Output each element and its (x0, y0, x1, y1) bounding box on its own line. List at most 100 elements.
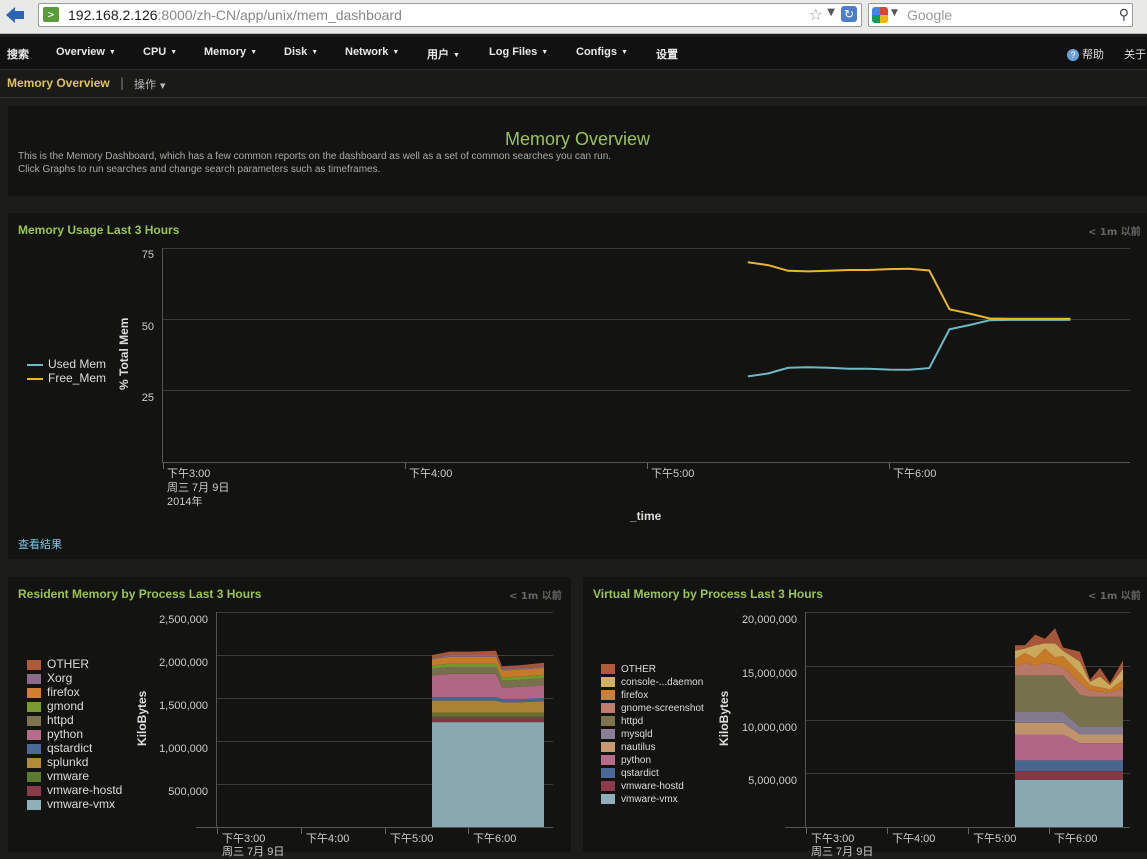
virtual-area-8[interactable] (1015, 648, 1123, 693)
browser-search-box[interactable]: ▼ Google ⚲ (868, 3, 1133, 27)
legend-item-mysqld[interactable]: mysqld (601, 729, 653, 740)
virtual-area-3[interactable] (1015, 734, 1123, 761)
search-placeholder: Google (907, 7, 953, 23)
x-tick-label: 下午6:00 (893, 468, 937, 480)
legend-item-httpd[interactable]: httpd (601, 716, 643, 727)
x-tick-label: 下午6:00 (1054, 833, 1098, 845)
intro-line-2: Click Graphs to run searches and change … (18, 164, 381, 175)
breadcrumb-title[interactable]: Memory Overview (7, 76, 110, 90)
reload-icon[interactable]: ↻ (841, 6, 857, 22)
browser-toolbar: > 192.168.2.126:8000/zh-CN/app/unix/mem_… (0, 0, 1147, 34)
legend-label: python (621, 755, 652, 766)
legend-item-vmware-hostd[interactable]: vmware-hostd (27, 783, 122, 797)
resident-area-1[interactable] (432, 716, 544, 723)
virtual-area-4[interactable] (1015, 722, 1123, 744)
legend-item-gmond[interactable]: gmond (27, 699, 84, 713)
resident-area-2[interactable] (432, 712, 544, 717)
legend-line-swatch (27, 363, 43, 366)
legend-item-other[interactable]: OTHER (601, 664, 656, 675)
bookmark-star-icon[interactable]: ☆ (808, 5, 823, 24)
site-favicon-icon: > (43, 7, 59, 22)
gridline (162, 248, 1130, 249)
resident-area-10[interactable] (432, 650, 544, 669)
virtual-area-10[interactable] (1015, 628, 1123, 686)
legend-item-firefox[interactable]: firefox (601, 690, 648, 701)
nav-settings[interactable]: 设置 (656, 49, 678, 61)
legend-item-python[interactable]: python (27, 727, 83, 741)
resident-memory-title[interactable]: Resident Memory by Process Last 3 Hours (18, 587, 262, 601)
x-axis-title: _time (630, 509, 662, 523)
legend-item-vmware-hostd[interactable]: vmware-hostd (601, 781, 684, 792)
virtual-area-5[interactable] (1015, 712, 1123, 735)
chevron-down-icon: ▼ (311, 49, 319, 56)
memory-usage-title[interactable]: Memory Usage Last 3 Hours (18, 223, 180, 237)
nav-disk[interactable]: Disk ▼ (284, 46, 319, 58)
virtual-area-6[interactable] (1015, 675, 1123, 727)
legend-item-qstardict[interactable]: qstardict (27, 741, 92, 755)
about-link[interactable]: 关于 (1124, 48, 1146, 61)
resident-area-4[interactable] (432, 697, 544, 703)
gridline (216, 784, 553, 785)
nav-configs[interactable]: Configs ▼ (576, 46, 628, 58)
legend-label: nautilus (621, 742, 656, 753)
virtual-area-9[interactable] (1015, 643, 1123, 690)
legend-swatch (601, 755, 615, 766)
url-dropdown-icon[interactable]: ▼ (827, 7, 835, 18)
legend-item-firefox[interactable]: firefox (27, 685, 80, 699)
resident-area-5[interactable] (432, 673, 544, 699)
legend-free-mem[interactable]: Free_Mem (27, 371, 106, 385)
nav-users[interactable]: 用户 ▼ (427, 49, 460, 61)
legend-item-splunkd[interactable]: splunkd (27, 755, 88, 769)
legend-item-other[interactable]: OTHER (27, 657, 89, 671)
gridline (805, 720, 1130, 721)
virtual-memory-title[interactable]: Virtual Memory by Process Last 3 Hours (593, 587, 823, 601)
legend-item-qstardict[interactable]: qstardict (601, 768, 659, 779)
resident-area-3[interactable] (432, 700, 544, 713)
nav-memory[interactable]: Memory ▼ (204, 46, 258, 58)
y-axis (805, 612, 806, 827)
search-engine-dropdown-icon[interactable]: ▼ (891, 8, 898, 18)
series-line-free-mem[interactable] (747, 261, 1071, 320)
nav-cpu[interactable]: CPU ▼ (143, 46, 178, 58)
legend-item-httpd[interactable]: httpd (27, 713, 74, 727)
legend-used-mem[interactable]: Used Mem (27, 357, 106, 371)
url-bar[interactable]: > 192.168.2.126:8000/zh-CN/app/unix/mem_… (38, 3, 862, 27)
legend-item-xorg[interactable]: Xorg (27, 671, 72, 685)
virtual-area-1[interactable] (1015, 771, 1123, 780)
actions-menu[interactable]: 操作 ▼ (134, 78, 166, 91)
legend-item-vmware-vmx[interactable]: vmware-vmx (27, 797, 115, 811)
resident-area-9[interactable] (432, 655, 544, 671)
nav-log-files[interactable]: Log Files ▼ (489, 46, 549, 58)
series-line-used-mem[interactable] (747, 318, 1071, 378)
nav-overview[interactable]: Overview ▼ (56, 46, 116, 58)
legend-item-nautilus[interactable]: nautilus (601, 742, 655, 753)
legend-item-console-daemon[interactable]: console-...daemon (601, 677, 703, 688)
resident-area-7[interactable] (432, 663, 544, 681)
legend-item-gnome-screenshot[interactable]: gnome-screenshot (601, 703, 704, 714)
view-results-link[interactable]: 查看結果 (18, 538, 62, 551)
resident-area-0[interactable] (432, 722, 544, 827)
legend-item-vmware-vmx[interactable]: vmware-vmx (601, 794, 678, 805)
back-arrow-icon[interactable] (4, 4, 26, 26)
nav-network[interactable]: Network ▼ (345, 46, 400, 58)
legend-item-python[interactable]: python (601, 755, 651, 766)
search-binoculars-icon[interactable]: ⚲ (1118, 7, 1129, 23)
help-link[interactable]: ? 帮助 (1067, 46, 1104, 62)
x-tick (887, 828, 888, 834)
resident-area-6[interactable] (432, 667, 544, 688)
chevron-down-icon: ▼ (250, 49, 258, 56)
x-axis (785, 827, 1130, 828)
nav-search[interactable]: 搜索 (7, 49, 29, 61)
virtual-area-0[interactable] (1015, 779, 1123, 827)
memory-usage-panel (8, 213, 1147, 559)
legend-swatch (27, 729, 41, 740)
virtual-area-7[interactable] (1015, 662, 1123, 697)
chevron-down-icon: ▼ (620, 49, 628, 56)
legend-item-vmware[interactable]: vmware (27, 769, 89, 783)
legend-swatch (601, 768, 615, 779)
resident-area-8[interactable] (432, 656, 544, 678)
virtual-area-2[interactable] (1015, 760, 1123, 772)
